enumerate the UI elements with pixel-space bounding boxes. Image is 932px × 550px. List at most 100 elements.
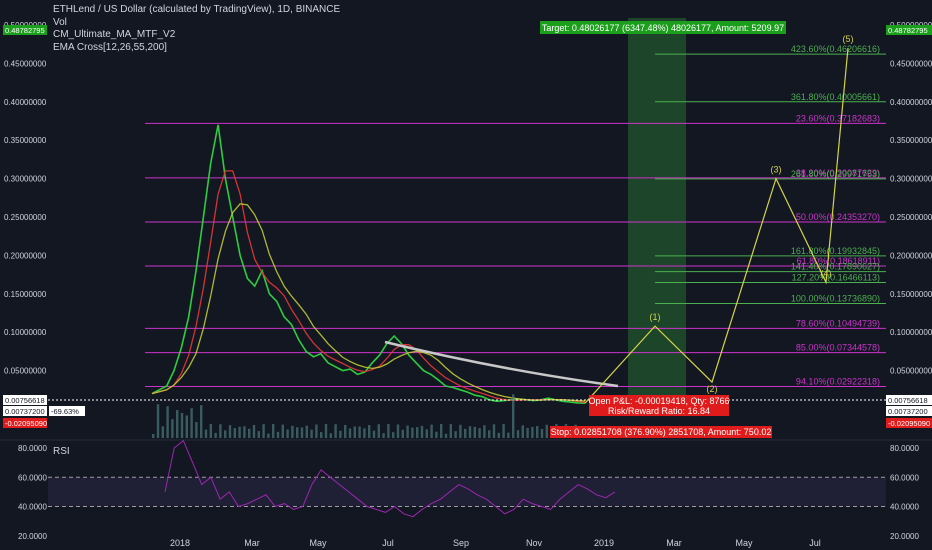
wave-point-label: (3) bbox=[771, 165, 782, 175]
volume-bar bbox=[497, 432, 500, 438]
price-tick-right: 0.45000000 bbox=[890, 59, 932, 68]
volume-bar bbox=[257, 431, 260, 438]
pnl-box bbox=[589, 395, 729, 416]
price-tick-right: 0.05000000 bbox=[890, 367, 932, 376]
wave-point-label: (4) bbox=[821, 268, 832, 278]
volume-bar bbox=[473, 426, 476, 438]
fib-level-label: 23.60%(0.37182683) bbox=[796, 113, 880, 123]
price-badge-right bbox=[886, 406, 932, 416]
price-badge-right-text: 0.00756618 bbox=[888, 396, 928, 405]
volume-bar bbox=[339, 430, 342, 438]
volume-bar bbox=[483, 425, 486, 438]
time-axis-label: 2018 bbox=[170, 538, 190, 548]
volume-bar bbox=[444, 433, 448, 438]
price-badge-right-text: 0.48782795 bbox=[888, 26, 928, 35]
volume-bar bbox=[300, 427, 304, 438]
volume-bar bbox=[166, 406, 169, 438]
volume-bar bbox=[156, 404, 160, 438]
wave-projection-line bbox=[584, 47, 849, 404]
time-axis-label: 2019 bbox=[594, 538, 614, 548]
fib-level-label: 94.10%(0.02922318) bbox=[796, 377, 880, 387]
volume-bar bbox=[344, 425, 347, 438]
volume-bar bbox=[296, 427, 299, 438]
price-badge-left-text: 0.48782795 bbox=[5, 26, 45, 35]
rsi-tick-right: 20.0000 bbox=[890, 532, 919, 541]
target-label: Target: 0.48026177 (6347.48%) 48026177, … bbox=[542, 23, 784, 33]
chart-legend: ETHLend / US Dollar (calculated by Tradi… bbox=[53, 4, 340, 54]
volume-bar bbox=[291, 425, 294, 438]
volume-bar bbox=[281, 424, 284, 438]
volume-bar bbox=[521, 425, 524, 438]
fib-level-label: 361.80%(0.40005661) bbox=[791, 92, 880, 102]
fib-level-label: 261.80%(0.29971753) bbox=[791, 169, 880, 179]
volume-bar bbox=[416, 427, 419, 438]
volume-bar bbox=[243, 426, 246, 438]
price-badge-right-text: 0.00737200 bbox=[888, 407, 928, 416]
price-tick-left: 0.35000000 bbox=[4, 136, 47, 145]
volume-bar bbox=[200, 405, 203, 438]
volume-bar bbox=[401, 429, 404, 438]
volume-bar bbox=[224, 430, 227, 438]
target-zone bbox=[628, 18, 686, 400]
price-badge-left-text: 0.00756618 bbox=[5, 396, 45, 405]
volume-bar bbox=[507, 432, 510, 438]
rsi-pane-label: RSI bbox=[53, 446, 70, 457]
volume-bar bbox=[334, 424, 337, 438]
wave-point-label: (5) bbox=[843, 34, 854, 44]
fib-level-label: 78.60%(0.10494739) bbox=[796, 318, 880, 328]
volume-bar bbox=[353, 426, 356, 438]
volume-bar bbox=[435, 431, 438, 438]
price-tick-left: 0.40000000 bbox=[4, 98, 47, 107]
volume-bar bbox=[171, 419, 174, 438]
price-badge-left bbox=[49, 406, 85, 416]
price-badge-left bbox=[3, 395, 47, 405]
price-tick-right: 0.30000000 bbox=[890, 175, 932, 184]
rsi-tick-right: 80.0000 bbox=[890, 444, 919, 453]
volume-bar bbox=[214, 432, 217, 438]
volume-bar bbox=[392, 432, 395, 438]
volume-bar bbox=[358, 426, 361, 438]
price-badge-left bbox=[3, 418, 47, 428]
volume-bar bbox=[248, 428, 251, 438]
ema-200-line bbox=[384, 340, 619, 388]
volume-bar bbox=[305, 425, 308, 438]
volume-bar bbox=[233, 428, 236, 438]
volume-bar bbox=[363, 428, 366, 438]
time-axis-label: May bbox=[309, 538, 327, 548]
volume-bar bbox=[329, 433, 332, 438]
rsi-tick-right: 40.0000 bbox=[890, 503, 919, 512]
volume-bar bbox=[406, 425, 409, 438]
time-axis-label: May bbox=[735, 538, 753, 548]
volume-bar bbox=[516, 430, 520, 438]
time-axis-label: Sep bbox=[453, 538, 469, 548]
volume-bar bbox=[488, 430, 491, 438]
volume-bar bbox=[420, 425, 424, 438]
rsi-series-line bbox=[164, 439, 616, 518]
price-tick-right: 0.10000000 bbox=[890, 328, 932, 337]
volume-bar bbox=[209, 424, 212, 438]
volume-bar bbox=[190, 408, 193, 438]
pnl-label: Open P&L: -0.00019418, Qty: 8766 bbox=[588, 396, 729, 406]
fib-level-label: 50.00%(0.24353270) bbox=[796, 212, 880, 222]
price-tick-right: 0.25000000 bbox=[890, 213, 932, 222]
stop-box bbox=[550, 426, 772, 438]
price-badge-left-text: -69.63% bbox=[51, 407, 79, 416]
volume-bar bbox=[454, 431, 457, 438]
price-tick-left: 0.45000000 bbox=[4, 59, 47, 68]
price-badge-left bbox=[3, 25, 47, 35]
volume-bar bbox=[478, 428, 481, 438]
price-tick-right: 0.15000000 bbox=[890, 290, 932, 299]
volume-bar bbox=[228, 425, 232, 438]
price-tick-right: 0.20000000 bbox=[890, 251, 932, 260]
volume-bar bbox=[502, 424, 505, 438]
rsi-band bbox=[48, 477, 886, 507]
legend-ema: EMA Cross[12,26,55,200] bbox=[53, 41, 167, 53]
time-axis-label: Nov bbox=[526, 538, 543, 548]
price-tick-left: 0.05000000 bbox=[4, 367, 47, 376]
price-badge-left-text: 0.00737200 bbox=[5, 407, 45, 416]
fib-level-label: 61.80%(0.18618911) bbox=[797, 256, 880, 266]
volume-bar bbox=[440, 424, 443, 438]
price-tick-left: 0.15000000 bbox=[4, 290, 47, 299]
fib-level-label: 423.60%(0.46206616) bbox=[791, 44, 880, 54]
